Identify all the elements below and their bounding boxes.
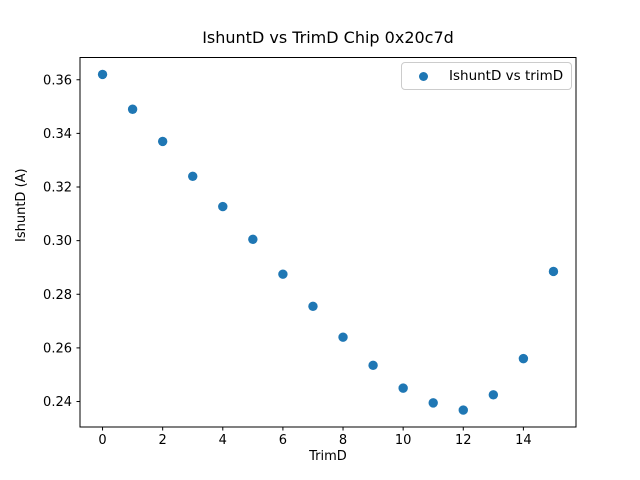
x-tick-label: 4 [219, 433, 227, 448]
x-tick-label: 12 [455, 433, 472, 448]
scatter-point [488, 390, 499, 400]
scatter-point [127, 104, 138, 114]
x-tick-label: 0 [98, 433, 106, 448]
scatter-point [398, 383, 408, 393]
scatter-point [548, 266, 559, 277]
x-tick-label: 6 [279, 433, 287, 448]
scatter-point [338, 332, 348, 342]
y-tick-label: 0.34 [43, 127, 72, 142]
y-tick-label: 0.28 [43, 288, 72, 303]
legend: IshuntD vs trimD [401, 62, 572, 90]
scatter-point [97, 69, 108, 80]
x-tick-label: 2 [159, 433, 167, 448]
scatter-point [248, 234, 258, 245]
x-tick-label: 14 [515, 433, 532, 448]
y-tick-label: 0.30 [43, 234, 72, 249]
scatter-point [218, 201, 228, 212]
chart-title: IshuntD vs TrimD Chip 0x20c7d [202, 28, 454, 47]
legend-marker-icon [419, 71, 428, 81]
x-tick-label: 8 [339, 433, 347, 448]
scatter-point [368, 360, 378, 371]
scatter-point [308, 301, 318, 312]
plot-frame [79, 57, 577, 428]
y-tick-label: 0.32 [43, 181, 72, 196]
y-tick-label: 0.36 [43, 73, 72, 88]
y-tick-label: 0.26 [43, 341, 72, 356]
x-axis-label: TrimD [309, 449, 347, 464]
y-tick-label: 0.24 [43, 395, 72, 410]
scatter-point [278, 269, 288, 279]
scatter-point [157, 136, 168, 147]
scatter-point [458, 405, 468, 415]
scatter-point [518, 353, 529, 364]
scatter-point [188, 171, 198, 181]
scatter-point [428, 398, 438, 408]
legend-label: IshuntD vs trimD [449, 68, 564, 84]
x-tick-label: 10 [395, 433, 412, 448]
